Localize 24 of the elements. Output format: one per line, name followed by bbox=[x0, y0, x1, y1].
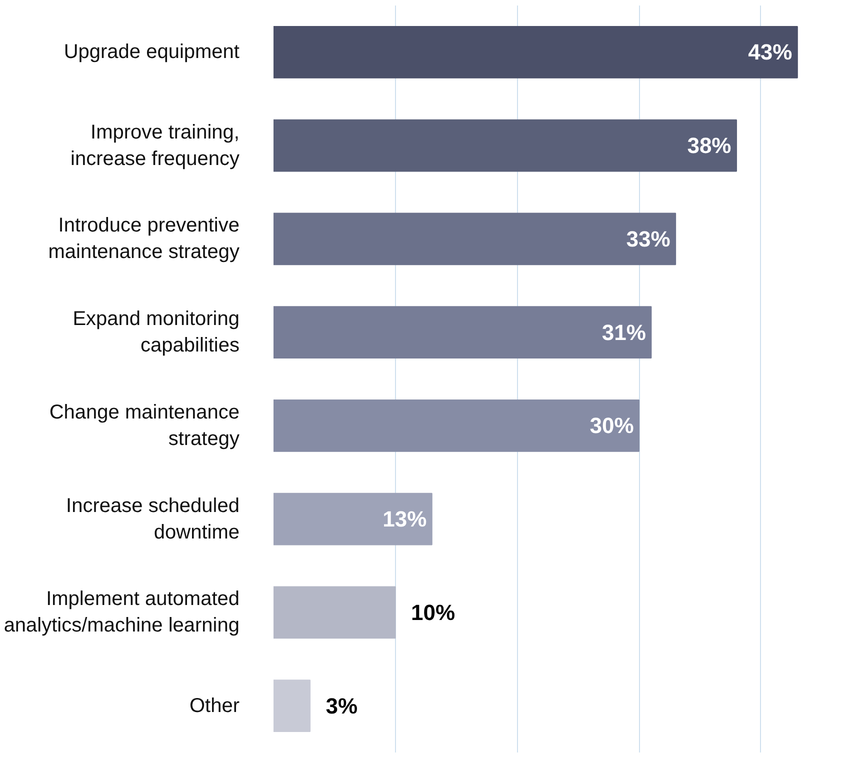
bar bbox=[274, 586, 396, 639]
bar bbox=[274, 26, 798, 78]
data-label: 3% bbox=[326, 693, 358, 718]
bar bbox=[274, 680, 311, 732]
data-label: 38% bbox=[687, 133, 732, 158]
bar bbox=[274, 119, 737, 172]
y-tick-label: Implement automated analytics/machine learning bbox=[4, 588, 240, 637]
data-label: 10% bbox=[411, 600, 456, 625]
y-tick-label: Expand monitoring capabilities bbox=[72, 308, 240, 357]
bar bbox=[274, 212, 676, 266]
y-tick-label: Improve training, increase frequency bbox=[70, 121, 240, 170]
y-tick-label: Change maintenance strategy bbox=[49, 401, 240, 450]
data-label: 31% bbox=[602, 320, 646, 345]
y-tick-label: Increase scheduled downtime bbox=[66, 494, 240, 544]
bar bbox=[274, 306, 652, 358]
y-tick-label: Introduce preventive maintenance strategy bbox=[48, 214, 240, 264]
data-label: 30% bbox=[590, 413, 634, 438]
data-label: 13% bbox=[382, 506, 427, 532]
bar bbox=[274, 400, 640, 452]
data-label: 43% bbox=[748, 40, 792, 65]
data-label: 33% bbox=[626, 226, 670, 252]
bar bbox=[274, 492, 432, 546]
y-tick-label: Upgrade equipment bbox=[64, 41, 240, 64]
y-tick-label: Other bbox=[189, 694, 240, 717]
